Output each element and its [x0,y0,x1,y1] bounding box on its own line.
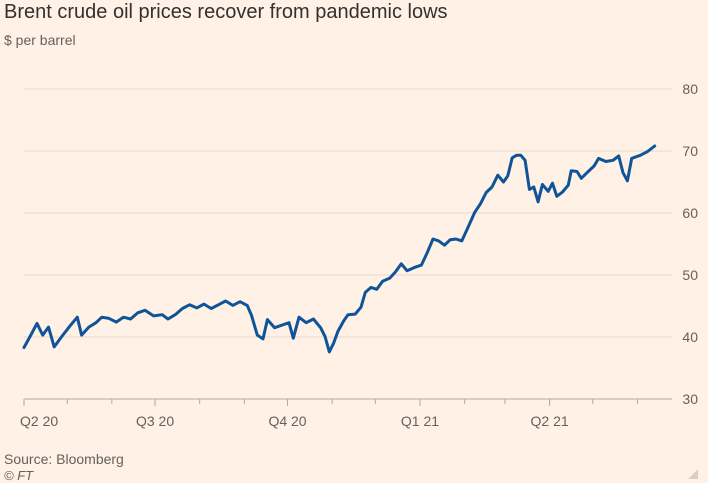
source-note: Source: Bloomberg [4,451,124,467]
x-tick-label: Q3 20 [136,413,174,429]
y-tick-label-50: 50 [682,267,698,283]
y-tick-label-60: 60 [682,205,698,221]
x-tick-label: Q4 20 [268,413,306,429]
resize-corner-icon [688,469,698,479]
series-group [22,144,657,354]
gridlines [24,88,672,338]
x-axis: Q2 20 Q3 20 Q4 20 Q1 21 Q2 21 [20,398,672,429]
y-tick-label-80: 80 [682,81,698,97]
x-tick-label: Q2 20 [20,413,58,429]
y-tick-label-30: 30 [682,391,698,407]
chart-title: Brent crude oil prices recover from pand… [4,1,448,23]
y-tick-label-40: 40 [682,329,698,345]
x-tick-label: Q1 21 [401,413,439,429]
y-tick-label-70: 70 [682,143,698,159]
copyright-credit: © FT [4,468,34,483]
y-axis-unit-label: $ per barrel [4,32,76,48]
x-tick-label: Q2 21 [531,413,569,429]
series-line-brent [22,144,657,354]
y-axis-ticks: 30 40 50 60 70 80 [682,81,698,407]
